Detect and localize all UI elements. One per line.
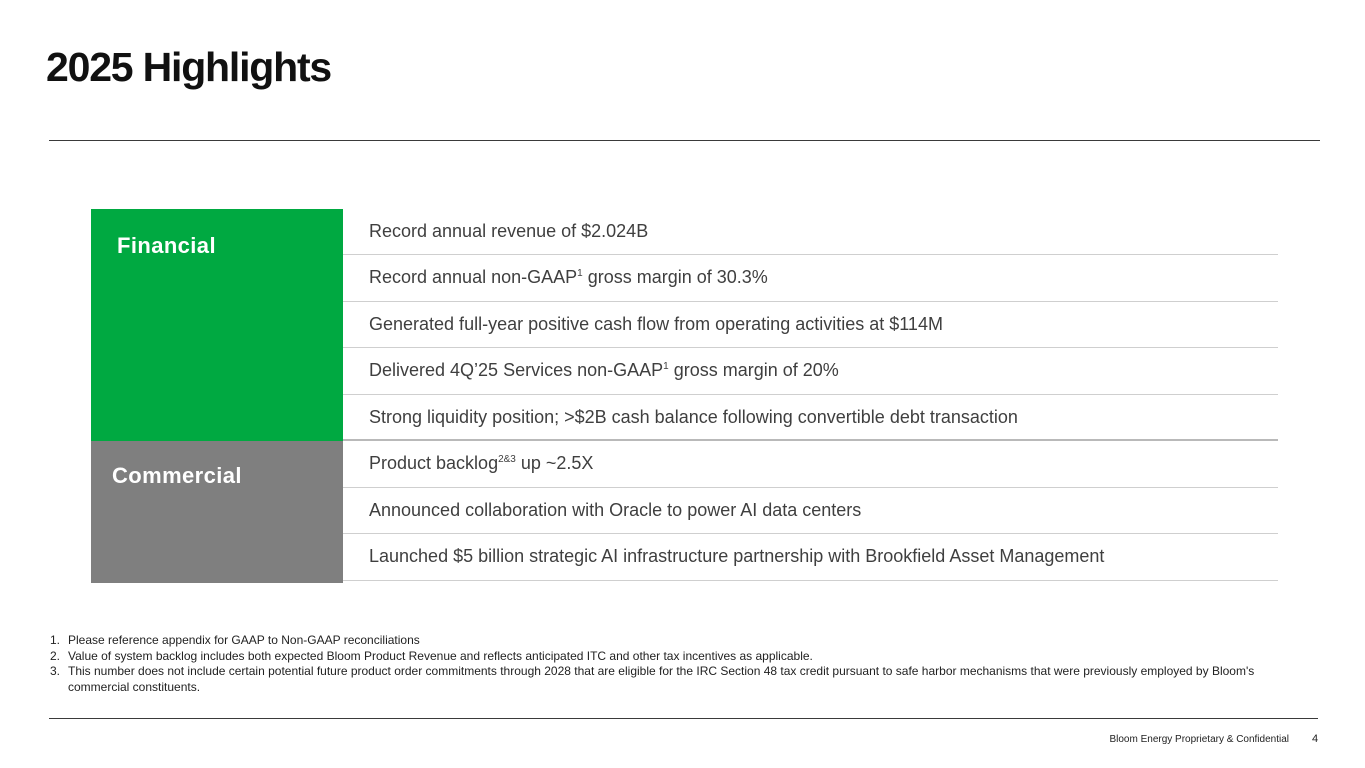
footnote: 1. Please reference appendix for GAAP to …: [50, 633, 420, 647]
footnotes: 1. Please reference appendix for GAAP to …: [48, 633, 1318, 695]
page-title: 2025 Highlights: [46, 44, 332, 90]
footnote-ref: 2&3: [498, 454, 516, 465]
highlight-item: Product backlog2&3 up ~2.5X: [343, 441, 1278, 488]
highlight-item: Record annual non-GAAP1 gross margin of …: [343, 255, 1278, 302]
financial-section: Financial Record annual revenue of $2.02…: [91, 209, 1278, 441]
confidential-notice: Bloom Energy Proprietary & Confidential: [1109, 734, 1289, 745]
financial-items: Record annual revenue of $2.024B Record …: [343, 209, 1278, 441]
financial-label: Financial: [117, 233, 216, 258]
highlight-item: Delivered 4Q’25 Services non-GAAP1 gross…: [343, 348, 1278, 395]
highlight-item: Record annual revenue of $2.024B: [343, 209, 1278, 256]
footnote-ref: 1: [577, 268, 583, 280]
commercial-section: Commercial Product backlog2&3 up ~2.5X A…: [91, 441, 1278, 583]
financial-label-block: Financial: [91, 209, 343, 441]
commercial-label: Commercial: [112, 463, 242, 488]
page-number: 4: [1312, 733, 1319, 745]
footer-divider: [49, 718, 1318, 719]
footnote: 2. Value of system backlog includes both …: [50, 648, 813, 663]
highlight-item: Strong liquidity position; >$2B cash bal…: [343, 395, 1278, 441]
commercial-label-block: Commercial: [91, 441, 343, 583]
highlight-item: Announced collaboration with Oracle to p…: [343, 488, 1278, 535]
highlight-item: Generated full-year positive cash flow f…: [343, 302, 1278, 349]
highlight-item: Launched $5 billion strategic AI infrast…: [343, 534, 1278, 582]
highlights-table: Financial Record annual revenue of $2.02…: [91, 209, 1278, 583]
commercial-items: Product backlog2&3 up ~2.5X Announced co…: [343, 441, 1278, 583]
title-divider: [49, 140, 1320, 141]
footnote-ref: 1: [663, 361, 669, 373]
footnote: 3. This number does not include certain p…: [50, 664, 1255, 694]
